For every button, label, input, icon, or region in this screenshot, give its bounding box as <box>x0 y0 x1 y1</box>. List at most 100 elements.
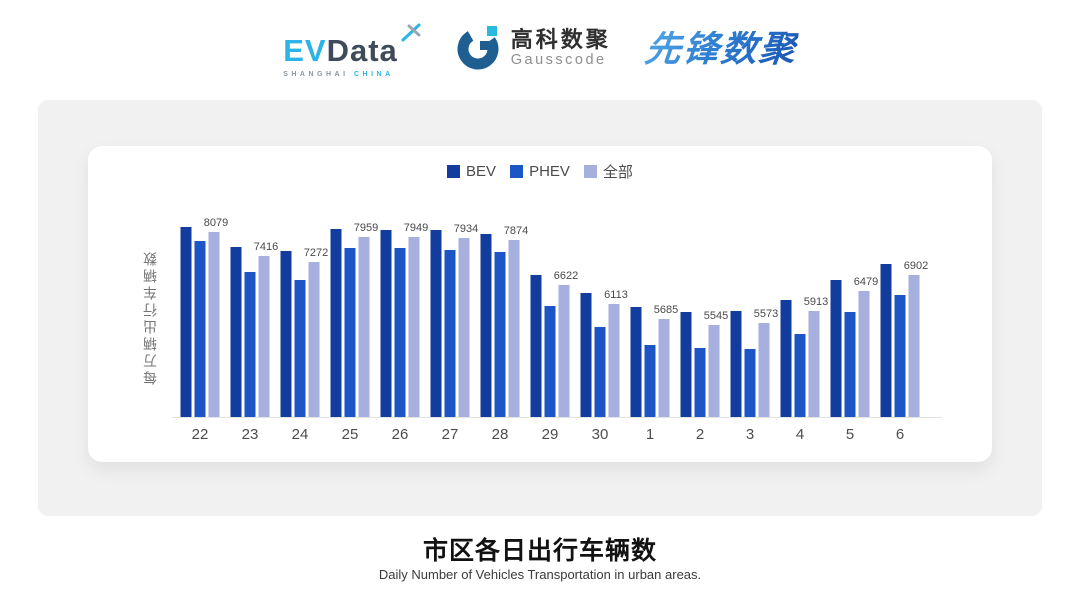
bar-group-26: 7949 26 <box>375 217 429 443</box>
bar-phev-28 <box>494 251 506 417</box>
bar-value-label: 5913 <box>803 296 829 309</box>
bar-value-label: 6622 <box>553 270 579 283</box>
bar-value-label: 7874 <box>503 224 529 237</box>
bar-phev-30 <box>594 327 606 417</box>
bar-bev-22 <box>180 226 192 417</box>
bar-all-30 <box>608 303 620 417</box>
bar-phev-23 <box>244 271 256 417</box>
bar-group-23: 7416 23 <box>225 217 278 443</box>
bar-all-24 <box>308 261 320 417</box>
bar-bev-25 <box>330 229 342 417</box>
bar-phev-4 <box>794 333 806 417</box>
bar-group-6: 6902 6 <box>875 217 929 443</box>
bar-bev-5 <box>830 279 842 417</box>
x-tick-label: 1 <box>645 426 655 443</box>
chart-legend: BEV PHEV 全部 <box>88 161 992 182</box>
bar-all-25 <box>358 236 370 417</box>
bar-value-label: 5573 <box>753 308 779 321</box>
bar-all-29 <box>558 285 570 417</box>
bar-bev-6 <box>880 264 892 417</box>
bar-group-30: 6113 30 <box>575 217 628 443</box>
bar-phev-1 <box>644 344 656 417</box>
bar-all-28 <box>508 239 520 417</box>
legend-item-bev[interactable]: BEV <box>447 163 496 180</box>
bar-group-2: 5545 2 <box>675 217 729 443</box>
bar-bev-4 <box>780 300 792 417</box>
bar-bev-1 <box>630 307 642 417</box>
bar-value-label: 7934 <box>453 222 479 235</box>
legend-item-phev[interactable]: PHEV <box>510 163 570 180</box>
gausscode-en-text: Gausscode <box>510 52 607 69</box>
bar-value-label: 5685 <box>653 304 679 317</box>
header-logos: EV Data SHANGHAI CHINA 高科数聚 Gausscode <box>0 14 1080 84</box>
x-tick-label: 29 <box>541 426 559 443</box>
bar-group-28: 7874 28 <box>475 217 529 443</box>
bar-group-3: 5573 3 <box>725 217 779 443</box>
bar-value-label: 7959 <box>353 221 379 234</box>
x-tick-label: 4 <box>795 426 805 443</box>
bar-phev-27 <box>444 249 456 417</box>
bar-value-label: 6902 <box>903 260 929 273</box>
bar-all-3 <box>758 323 770 417</box>
x-tick-label: 2 <box>695 426 705 443</box>
bar-bev-29 <box>530 275 542 417</box>
bar-value-label: 7272 <box>303 246 329 259</box>
x-tick-label: 25 <box>341 426 359 443</box>
legend-label-bev: BEV <box>466 163 497 180</box>
x-tick-label: 6 <box>895 426 905 443</box>
bar-bev-2 <box>680 312 692 417</box>
bar-bev-28 <box>480 233 492 417</box>
x-tick-label: 28 <box>491 426 509 443</box>
chart-title: 市区各日出行车辆数 <box>422 537 657 565</box>
bar-phev-22 <box>194 240 206 417</box>
bar-bev-30 <box>580 293 592 417</box>
bar-phev-26 <box>394 247 406 417</box>
bar-bev-26 <box>380 229 392 417</box>
bar-group-22: 8079 22 <box>175 217 228 443</box>
bar-group-25: 7959 25 <box>325 217 379 443</box>
bar-phev-2 <box>694 347 706 417</box>
legend-label-phev: PHEV <box>529 163 570 180</box>
bar-phev-24 <box>294 279 306 417</box>
evdata-subtext: SHANGHAI CHINA <box>283 71 393 78</box>
bar-bev-3 <box>730 311 742 417</box>
bar-phev-3 <box>744 349 756 417</box>
xianfeng-shuju-logo: 先锋数聚 <box>642 28 800 69</box>
bar-all-2 <box>708 324 720 417</box>
chart-panel: BEV PHEV 全部 每万辆出行车辆数 8079 22 7416 23 7272 24 795… <box>38 100 1042 516</box>
legend-label-all: 全部 <box>602 164 633 181</box>
chart-subtitle: Daily Number of Vehicles Transportation … <box>378 567 702 582</box>
bar-group-24: 7272 24 <box>275 217 329 443</box>
bar-value-label: 5545 <box>703 309 729 322</box>
gausscode-mark-icon <box>456 24 502 75</box>
bar-all-27 <box>458 237 470 417</box>
legend-item-all[interactable]: 全部 <box>583 161 633 182</box>
x-tick-label: 23 <box>241 426 259 443</box>
bar-group-1: 5685 1 <box>625 217 679 443</box>
x-tick-label: 22 <box>191 426 209 443</box>
legend-swatch-bev <box>447 165 461 178</box>
evdata-china-text: CHINA <box>354 70 394 78</box>
x-tick-label: 30 <box>591 426 609 443</box>
evdata-data-text: Data <box>326 32 398 68</box>
bar-all-26 <box>408 237 420 417</box>
evdata-ev-text: EV <box>283 32 327 68</box>
bar-bev-23 <box>230 247 242 417</box>
evdata-shanghai-text: SHANGHAI <box>283 70 349 78</box>
bar-value-label: 6479 <box>853 275 879 288</box>
x-tick-label: 5 <box>845 426 855 443</box>
bar-all-23 <box>258 256 270 417</box>
bar-phev-5 <box>844 311 856 417</box>
gausscode-logo: 高科数聚 Gausscode <box>456 24 611 75</box>
bar-all-6 <box>908 275 920 417</box>
gausscode-cn-text: 高科数聚 <box>510 27 611 53</box>
bar-group-27: 7934 27 <box>425 217 479 443</box>
bar-group-29: 6622 29 <box>525 217 579 443</box>
legend-swatch-all <box>583 165 597 178</box>
bar-all-4 <box>808 311 820 417</box>
bar-value-label: 6113 <box>604 288 628 301</box>
chart-card: BEV PHEV 全部 每万辆出行车辆数 8079 22 7416 23 7272 24 795… <box>88 146 992 462</box>
bar-value-label: 7949 <box>403 222 429 234</box>
bar-group-4: 5913 4 <box>775 217 829 443</box>
bar-all-5 <box>858 290 870 417</box>
